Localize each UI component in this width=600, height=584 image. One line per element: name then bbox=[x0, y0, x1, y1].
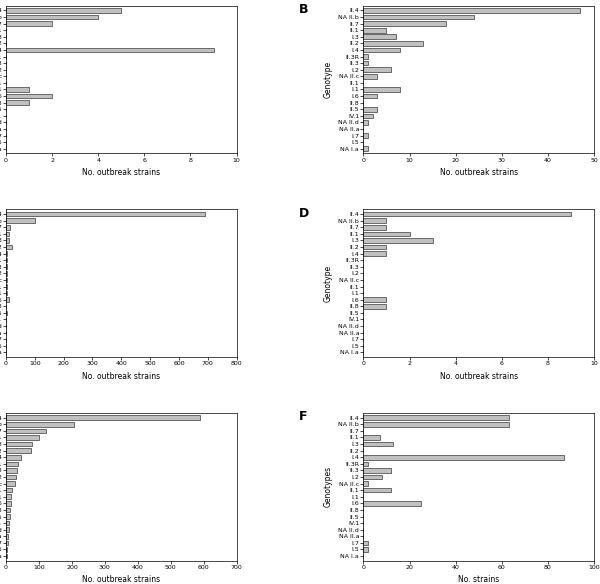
Bar bbox=[6, 527, 8, 532]
Bar bbox=[364, 461, 368, 466]
Bar bbox=[6, 291, 7, 296]
Bar bbox=[364, 238, 433, 243]
Bar bbox=[6, 514, 10, 519]
Bar bbox=[364, 297, 386, 302]
Bar bbox=[6, 429, 46, 433]
Bar bbox=[364, 442, 394, 446]
Bar bbox=[364, 488, 391, 492]
Bar bbox=[6, 455, 21, 460]
Bar bbox=[364, 251, 386, 256]
Bar bbox=[6, 495, 11, 499]
Bar bbox=[364, 61, 368, 65]
Bar bbox=[6, 15, 98, 19]
Bar bbox=[364, 468, 391, 472]
Bar bbox=[6, 212, 205, 217]
Bar bbox=[364, 15, 474, 19]
Bar bbox=[6, 284, 7, 289]
Bar bbox=[6, 225, 10, 230]
Bar bbox=[364, 34, 395, 39]
Bar bbox=[364, 74, 377, 79]
Bar bbox=[6, 461, 17, 466]
Bar bbox=[364, 94, 377, 98]
Y-axis label: Genotype: Genotype bbox=[324, 265, 333, 302]
Bar bbox=[6, 475, 16, 479]
Bar bbox=[364, 415, 509, 420]
Bar bbox=[6, 251, 7, 256]
Text: B: B bbox=[299, 3, 308, 16]
Bar bbox=[364, 212, 571, 217]
Bar bbox=[6, 541, 8, 545]
Bar bbox=[364, 41, 424, 46]
Bar bbox=[364, 48, 400, 53]
Bar bbox=[6, 507, 10, 512]
X-axis label: No. outbreak strains: No. outbreak strains bbox=[440, 168, 518, 177]
Bar bbox=[6, 8, 121, 13]
Bar bbox=[6, 297, 10, 302]
Bar bbox=[6, 481, 15, 486]
Bar bbox=[364, 67, 391, 72]
Bar bbox=[364, 133, 368, 138]
Bar bbox=[364, 147, 368, 151]
Bar bbox=[364, 231, 410, 236]
X-axis label: No. outbreak strains: No. outbreak strains bbox=[82, 168, 160, 177]
Bar bbox=[364, 481, 368, 486]
Bar bbox=[6, 435, 39, 440]
Text: F: F bbox=[299, 410, 307, 423]
Bar bbox=[364, 107, 377, 112]
Bar bbox=[364, 28, 386, 33]
Bar bbox=[6, 547, 7, 552]
Bar bbox=[6, 311, 7, 315]
Bar bbox=[6, 238, 9, 243]
Bar bbox=[364, 113, 373, 118]
Bar bbox=[364, 245, 386, 249]
Bar bbox=[364, 8, 580, 13]
Bar bbox=[364, 475, 382, 479]
Bar bbox=[364, 455, 564, 460]
X-axis label: No. outbreak strains: No. outbreak strains bbox=[82, 575, 160, 584]
Y-axis label: Genotype: Genotype bbox=[324, 61, 333, 98]
Bar bbox=[6, 87, 29, 92]
Bar bbox=[6, 501, 11, 506]
Bar bbox=[6, 534, 8, 538]
Bar bbox=[6, 245, 12, 249]
Y-axis label: Genotypes: Genotypes bbox=[324, 466, 333, 507]
Bar bbox=[364, 22, 446, 26]
Bar bbox=[6, 277, 7, 282]
Bar bbox=[364, 435, 380, 440]
Bar bbox=[6, 94, 52, 98]
Bar bbox=[6, 488, 11, 492]
X-axis label: No. outbreak strains: No. outbreak strains bbox=[82, 372, 160, 381]
Bar bbox=[6, 22, 52, 26]
Bar bbox=[364, 54, 368, 59]
Bar bbox=[6, 415, 200, 420]
Bar bbox=[364, 225, 386, 230]
Bar bbox=[364, 120, 368, 125]
X-axis label: No. outbreak strains: No. outbreak strains bbox=[440, 372, 518, 381]
Bar bbox=[6, 100, 29, 105]
Bar bbox=[364, 304, 386, 308]
Bar bbox=[6, 468, 17, 472]
Bar bbox=[364, 218, 386, 223]
X-axis label: No. strains: No. strains bbox=[458, 575, 499, 584]
Bar bbox=[6, 231, 10, 236]
Text: D: D bbox=[299, 207, 309, 220]
Bar bbox=[364, 501, 421, 506]
Bar bbox=[6, 48, 214, 53]
Bar bbox=[6, 442, 32, 446]
Bar bbox=[364, 541, 368, 545]
Bar bbox=[6, 422, 74, 426]
Bar bbox=[6, 554, 7, 558]
Bar bbox=[6, 218, 35, 223]
Bar bbox=[364, 422, 509, 426]
Bar bbox=[364, 547, 368, 552]
Bar bbox=[6, 449, 31, 453]
Bar bbox=[364, 87, 400, 92]
Bar bbox=[6, 521, 9, 526]
